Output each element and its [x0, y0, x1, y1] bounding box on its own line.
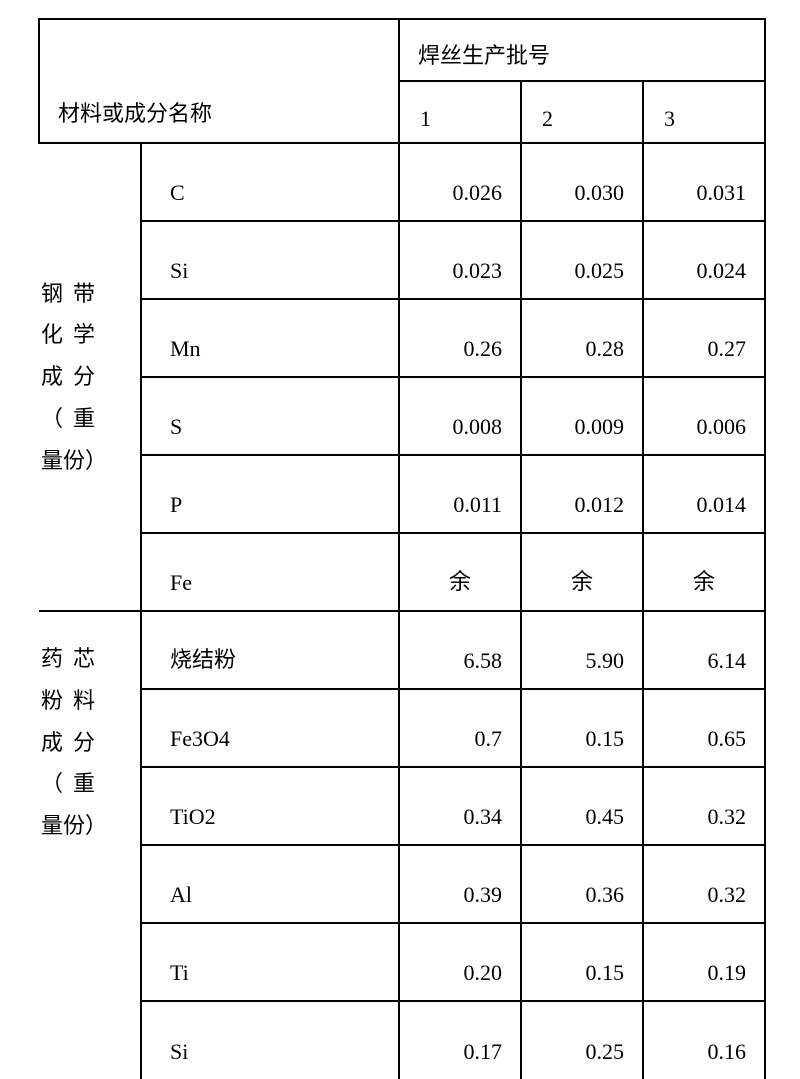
group2-line2: 粉料 — [41, 688, 105, 713]
table-row: Fe3O4 0.7 0.15 0.65 — [39, 689, 765, 767]
g2-r1-v3: 6.14 — [643, 611, 765, 689]
g2-r5-name: Ti — [141, 923, 399, 1001]
g2-r6-v2: 0.25 — [521, 1001, 643, 1079]
g1-r1-v1: 0.026 — [399, 143, 521, 221]
group2-line1: 药芯 — [41, 646, 105, 671]
g2-r5-v2: 0.15 — [521, 923, 643, 1001]
g2-r4-name: Al — [141, 845, 399, 923]
g1-r6-v3: 余 — [643, 533, 765, 611]
g2-r1-v1: 6.58 — [399, 611, 521, 689]
g1-r1-name: C — [141, 143, 399, 221]
g2-r6-name: Si — [141, 1001, 399, 1079]
group1-title: 钢带 化学 成分 （重 量份） — [39, 143, 141, 611]
g2-r3-v3: 0.32 — [643, 767, 765, 845]
table-row: Al 0.39 0.36 0.32 — [39, 845, 765, 923]
g1-r1-v2: 0.030 — [521, 143, 643, 221]
g1-r3-name: Mn — [141, 299, 399, 377]
g1-r3-v1: 0.26 — [399, 299, 521, 377]
table-row: Ti 0.20 0.15 0.19 — [39, 923, 765, 1001]
g2-r5-v1: 0.20 — [399, 923, 521, 1001]
table-row: TiO2 0.34 0.45 0.32 — [39, 767, 765, 845]
header-col-3: 3 — [643, 81, 765, 143]
g1-r3-v2: 0.28 — [521, 299, 643, 377]
group1-line2: 化学 — [41, 322, 105, 347]
g1-r5-v1: 0.011 — [399, 455, 521, 533]
table-row: S 0.008 0.009 0.006 — [39, 377, 765, 455]
g1-r4-v1: 0.008 — [399, 377, 521, 455]
header-col-2: 2 — [521, 81, 643, 143]
table-row: 钢带 化学 成分 （重 量份） C 0.026 0.030 0.031 — [39, 143, 765, 221]
group2-line5: 量份） — [41, 813, 107, 838]
g1-r4-name: S — [141, 377, 399, 455]
group1-line4: （重 — [41, 406, 105, 431]
header-col-1: 1 — [399, 81, 521, 143]
header-material: 材料或成分名称 — [39, 81, 399, 143]
g2-r2-v2: 0.15 — [521, 689, 643, 767]
group1-line5: 量份） — [41, 448, 107, 473]
g1-r2-v1: 0.023 — [399, 221, 521, 299]
g1-r5-v2: 0.012 — [521, 455, 643, 533]
table-row: Si 0.023 0.025 0.024 — [39, 221, 765, 299]
g1-r5-name: P — [141, 455, 399, 533]
g1-r2-v2: 0.025 — [521, 221, 643, 299]
g1-r6-v2: 余 — [521, 533, 643, 611]
g2-r3-v2: 0.45 — [521, 767, 643, 845]
group1-line3: 成分 — [41, 364, 105, 389]
g2-r6-v1: 0.17 — [399, 1001, 521, 1079]
g1-r2-v3: 0.024 — [643, 221, 765, 299]
header-left-top — [39, 19, 399, 81]
g1-r6-name: Fe — [141, 533, 399, 611]
table-row: Si 0.17 0.25 0.16 — [39, 1001, 765, 1079]
g2-r3-v1: 0.34 — [399, 767, 521, 845]
composition-table: 焊丝生产批号 材料或成分名称 1 2 3 钢带 化学 成分 （重 量份） C 0… — [38, 18, 766, 1079]
group2-title: 药芯 粉料 成分 （重 量份） — [39, 611, 141, 1079]
group2-line4: （重 — [41, 771, 105, 796]
g1-r4-v2: 0.009 — [521, 377, 643, 455]
g1-r6-v1: 余 — [399, 533, 521, 611]
g2-r4-v2: 0.36 — [521, 845, 643, 923]
g2-r1-v2: 5.90 — [521, 611, 643, 689]
group1-line1: 钢带 — [41, 281, 105, 306]
table-row: 药芯 粉料 成分 （重 量份） 烧结粉 6.58 5.90 6.14 — [39, 611, 765, 689]
table-row: Mn 0.26 0.28 0.27 — [39, 299, 765, 377]
g2-r4-v1: 0.39 — [399, 845, 521, 923]
g2-r2-name: Fe3O4 — [141, 689, 399, 767]
g2-r5-v3: 0.19 — [643, 923, 765, 1001]
g1-r5-v3: 0.014 — [643, 455, 765, 533]
g2-r1-name: 烧结粉 — [141, 611, 399, 689]
g1-r2-name: Si — [141, 221, 399, 299]
g2-r3-name: TiO2 — [141, 767, 399, 845]
g2-r2-v1: 0.7 — [399, 689, 521, 767]
header-batch: 焊丝生产批号 — [399, 19, 765, 81]
g1-r1-v3: 0.031 — [643, 143, 765, 221]
table-row: Fe 余 余 余 — [39, 533, 765, 611]
g2-r4-v3: 0.32 — [643, 845, 765, 923]
g2-r2-v3: 0.65 — [643, 689, 765, 767]
g1-r3-v3: 0.27 — [643, 299, 765, 377]
group2-line3: 成分 — [41, 730, 105, 755]
g2-r6-v3: 0.16 — [643, 1001, 765, 1079]
g1-r4-v3: 0.006 — [643, 377, 765, 455]
table-row: P 0.011 0.012 0.014 — [39, 455, 765, 533]
